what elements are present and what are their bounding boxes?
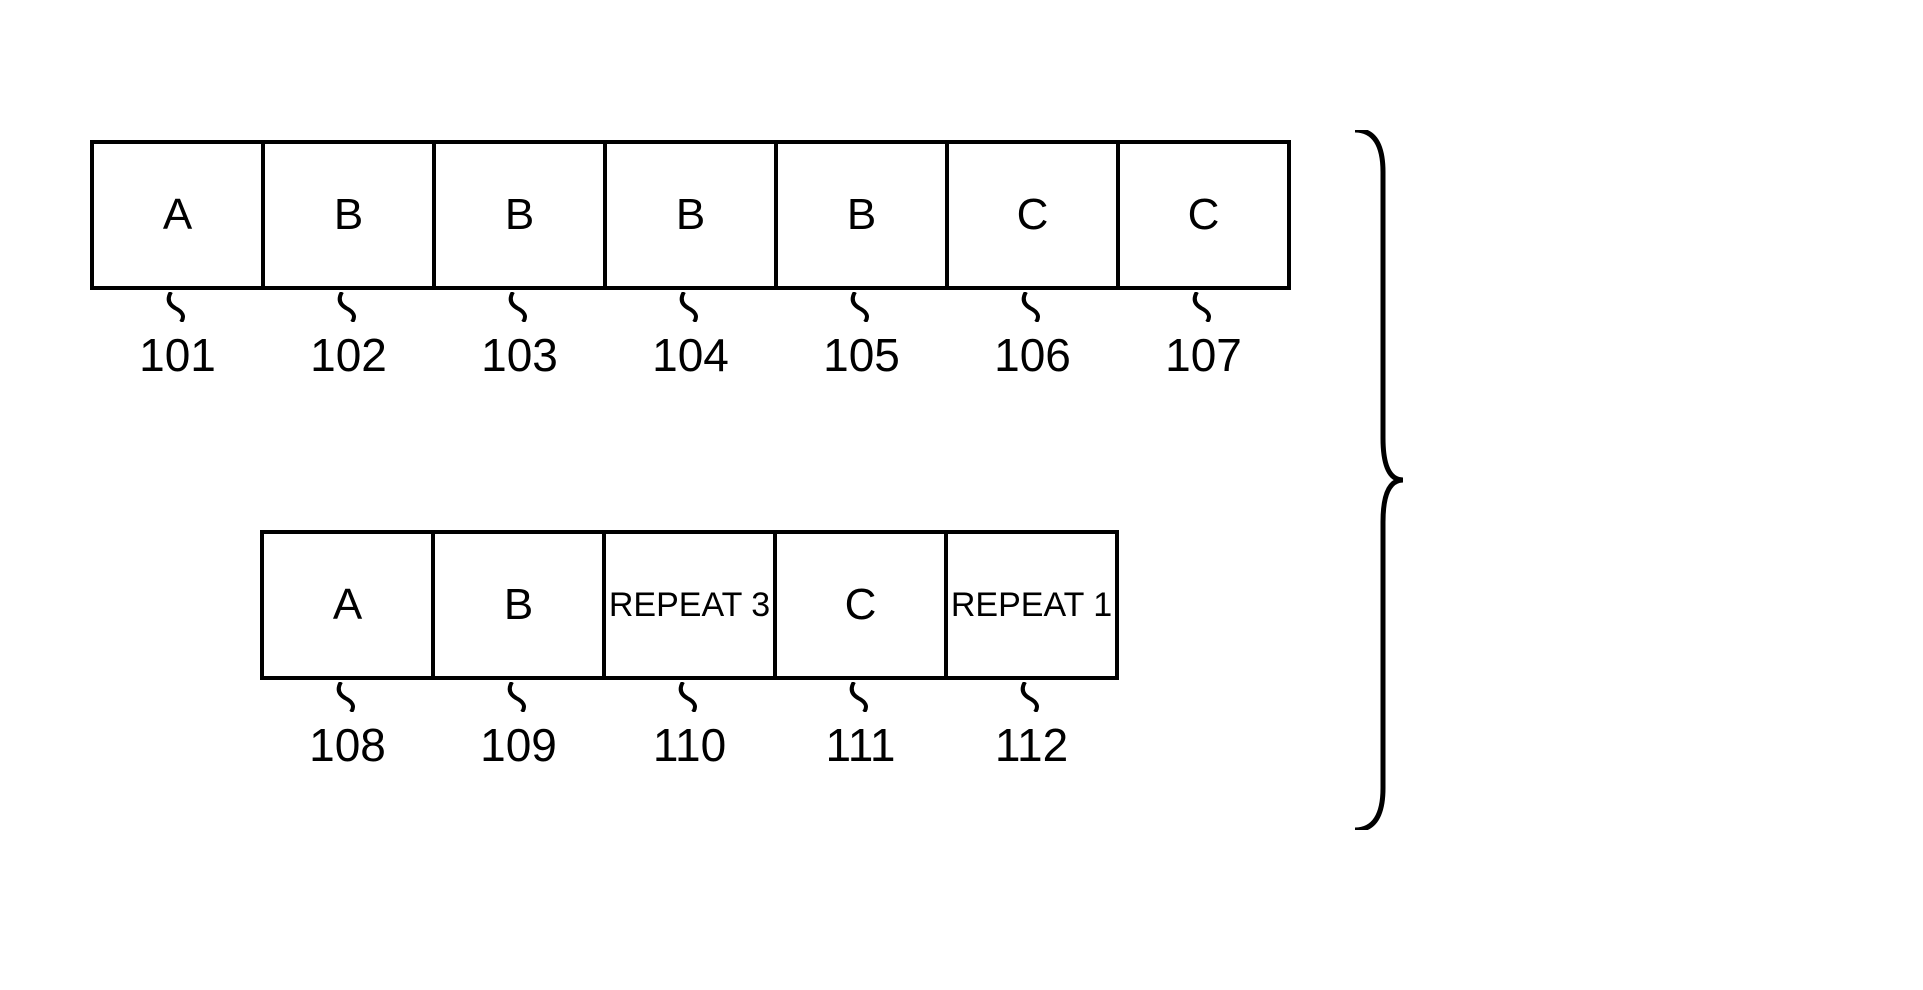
refnum-109: 109	[469, 718, 569, 772]
diagram-container: ABBBBCC ABREPEAT 3CREPEAT 1 101102103104…	[0, 0, 1923, 990]
leader-107	[1189, 292, 1219, 322]
refnum-107: 107	[1154, 328, 1254, 382]
leader-109	[504, 682, 534, 712]
row1-cell-103: B	[432, 140, 607, 290]
leader-111	[846, 682, 876, 712]
row2-cell-110: REPEAT 3	[602, 530, 777, 680]
leader-108	[333, 682, 363, 712]
leader-103	[505, 292, 535, 322]
row-bottom: ABREPEAT 3CREPEAT 1	[260, 530, 1119, 680]
refnum-112: 112	[982, 718, 1082, 772]
refnum-110: 110	[640, 718, 740, 772]
refnum-104: 104	[641, 328, 741, 382]
row1-cell-106: C	[945, 140, 1120, 290]
refnum-101: 101	[128, 328, 228, 382]
row2-cell-112: REPEAT 1	[944, 530, 1119, 680]
row-top: ABBBBCC	[90, 140, 1291, 290]
row1-cell-107: C	[1116, 140, 1291, 290]
leader-101	[163, 292, 193, 322]
refnum-102: 102	[299, 328, 399, 382]
row2-cell-108: A	[260, 530, 435, 680]
leader-105	[847, 292, 877, 322]
refnum-108: 108	[298, 718, 398, 772]
row1-cell-101: A	[90, 140, 265, 290]
leader-110	[675, 682, 705, 712]
leader-112	[1017, 682, 1047, 712]
row1-cell-105: B	[774, 140, 949, 290]
leader-102	[334, 292, 364, 322]
leader-106	[1018, 292, 1048, 322]
leader-104	[676, 292, 706, 322]
refnum-105: 105	[812, 328, 912, 382]
row2-cell-109: B	[431, 530, 606, 680]
row1-cell-102: B	[261, 140, 436, 290]
brace-right	[1355, 130, 1405, 830]
row2-cell-111: C	[773, 530, 948, 680]
refnum-106: 106	[983, 328, 1083, 382]
row1-cell-104: B	[603, 140, 778, 290]
refnum-103: 103	[470, 328, 570, 382]
refnum-111: 111	[811, 718, 911, 772]
